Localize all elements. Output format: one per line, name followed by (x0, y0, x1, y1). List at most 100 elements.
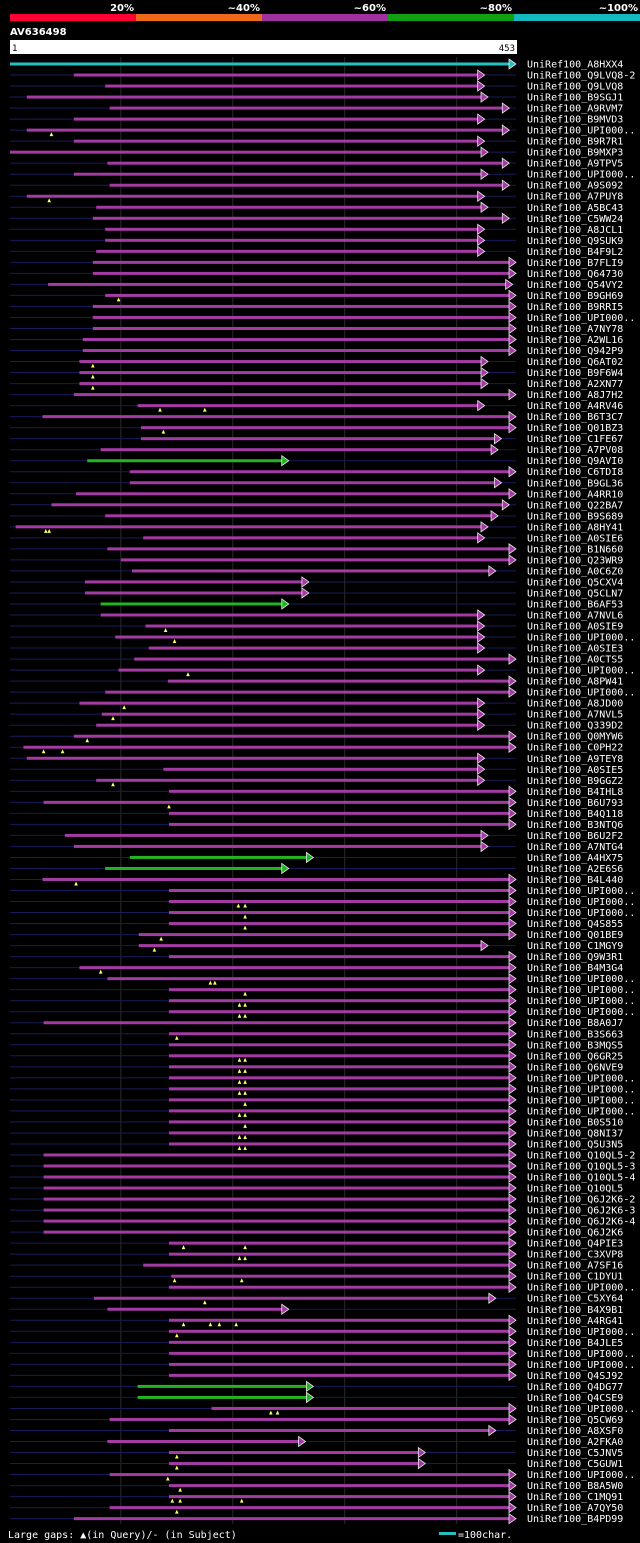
hit-row[interactable]: UniRef100_Q54VY2 (10, 278, 623, 291)
hit-row[interactable]: UniRef100_A0CTS5 (10, 653, 623, 666)
hit-row[interactable]: UniRef100_A7QY50 (10, 1501, 623, 1515)
hit-row[interactable]: UniRef100_Q23WR9 (10, 554, 623, 567)
hit-label[interactable]: UniRef100_C1MQ91 (527, 1492, 623, 1503)
hit-label[interactable]: UniRef100_C3XVP8 (527, 1250, 623, 1261)
hit-row[interactable]: UniRef100_B3NTQ6 (10, 818, 623, 831)
hit-label[interactable]: UniRef100_B3MQS5 (527, 1040, 623, 1051)
hit-label[interactable]: UniRef100_B4M3G4 (527, 963, 623, 974)
hit-row[interactable]: UniRef100_A0SIE3 (10, 642, 623, 655)
hit-label[interactable]: UniRef100_Q4S855 (527, 919, 623, 930)
hit-label[interactable]: UniRef100_B4Q118 (527, 809, 623, 820)
hit-row[interactable]: UniRef100_A8HXX4 (10, 58, 623, 71)
hit-row[interactable]: UniRef100_B4Q118 (10, 807, 623, 820)
hit-label[interactable]: UniRef100_B4L440 (527, 875, 623, 886)
hit-label[interactable]: UniRef100_A2XN77 (527, 379, 623, 390)
hit-row[interactable]: UniRef100_A4HX75 (10, 851, 623, 864)
hit-label[interactable]: UniRef100_A7NVL6 (527, 611, 623, 622)
hit-row[interactable]: UniRef100_B6T3C7 (10, 410, 623, 424)
hit-row[interactable]: UniRef100_Q6J2K6-3 (10, 1204, 635, 1217)
hit-label[interactable]: UniRef100_Q9LVQ8-2 (527, 71, 635, 82)
hit-label[interactable]: UniRef100_Q6J2K6 (527, 1228, 623, 1239)
hit-row[interactable]: UniRef100_UPI000.. (10, 168, 635, 181)
hit-row[interactable]: UniRef100_A9S092 (10, 179, 623, 192)
hit-label[interactable]: UniRef100_B3NTQ6 (527, 820, 623, 831)
hit-row[interactable]: UniRef100_Q339D2 (10, 719, 623, 732)
hit-row[interactable]: UniRef100_B1N660 (10, 543, 623, 556)
hit-row[interactable]: UniRef100_B9GL36 (10, 476, 623, 490)
hit-row[interactable]: UniRef100_C1MGY9 (10, 939, 623, 953)
hit-label[interactable]: UniRef100_UPI000.. (527, 313, 635, 324)
hit-row[interactable]: UniRef100_Q9AVI0 (10, 454, 623, 468)
hit-label[interactable]: UniRef100_UPI000.. (527, 1470, 635, 1481)
hit-label[interactable]: UniRef100_Q6J2K6-4 (527, 1217, 635, 1228)
hit-row[interactable]: UniRef100_C5XY64 (10, 1292, 623, 1305)
hit-label[interactable]: UniRef100_B8A5W0 (527, 1481, 623, 1492)
hit-label[interactable]: UniRef100_A0SIE3 (527, 644, 623, 655)
hit-label[interactable]: UniRef100_Q10QL5 (527, 1184, 623, 1195)
hit-row[interactable]: UniRef100_Q6J2K6-2 (10, 1193, 635, 1206)
hit-label[interactable]: UniRef100_A7SF16 (527, 1261, 623, 1272)
hit-row[interactable]: UniRef100_C6TDI8 (10, 465, 623, 479)
hit-row[interactable]: UniRef100_A2E6S6 (10, 862, 623, 875)
hit-row[interactable]: UniRef100_A7NVL5 (10, 708, 623, 721)
hit-label[interactable]: UniRef100_UPI000.. (527, 666, 635, 677)
hit-row[interactable]: UniRef100_B4IHL8 (10, 785, 623, 798)
hit-label[interactable]: UniRef100_Q64730 (527, 269, 623, 280)
hit-label[interactable]: UniRef100_Q9SUK9 (527, 236, 623, 247)
hit-row[interactable]: UniRef100_A8PW41 (10, 675, 623, 688)
hit-row[interactable]: UniRef100_Q9LVQ8 (10, 80, 623, 93)
hit-label[interactable]: UniRef100_A9RVM7 (527, 104, 623, 115)
hit-row[interactable]: UniRef100_Q5CXV4 (10, 576, 623, 589)
hit-row[interactable]: UniRef100_B8A0J7 (10, 1016, 623, 1030)
hit-label[interactable]: UniRef100_Q339D2 (527, 721, 623, 732)
hit-row[interactable]: UniRef100_B4L440 (10, 873, 623, 886)
hit-label[interactable]: UniRef100_C5GUW1 (527, 1459, 623, 1470)
hit-label[interactable]: UniRef100_A7NVL5 (527, 710, 623, 721)
hit-row[interactable]: UniRef100_C5GUW1 (10, 1457, 623, 1471)
hit-row[interactable]: UniRef100_Q01BZ3 (10, 421, 623, 435)
hit-label[interactable]: UniRef100_Q8NI37 (527, 1128, 623, 1139)
hit-row[interactable]: UniRef100_B3MQS5 (10, 1039, 623, 1052)
hit-row[interactable]: UniRef100_A9TPV5 (10, 157, 623, 170)
hit-row[interactable]: UniRef100_UPI000.. (10, 1281, 635, 1294)
hit-label[interactable]: UniRef100_B9GL36 (527, 478, 623, 489)
hit-label[interactable]: UniRef100_C1MGY9 (527, 941, 623, 952)
hit-row[interactable]: UniRef100_UPI000.. (10, 686, 635, 699)
hit-label[interactable]: UniRef100_B4F9L2 (527, 247, 623, 258)
hit-label[interactable]: UniRef100_B0S510 (527, 1117, 623, 1128)
hit-row[interactable]: UniRef100_B9GGZ2 (10, 774, 623, 787)
hit-row[interactable]: UniRef100_A8HY41 (10, 521, 623, 534)
hit-row[interactable]: UniRef100_Q6GR25 (10, 1050, 623, 1063)
hit-row[interactable]: UniRef100_A7NVL6 (10, 609, 623, 622)
hit-row[interactable]: UniRef100_UPI000.. (10, 1072, 635, 1085)
hit-row[interactable]: UniRef100_UPI000.. (10, 884, 635, 898)
hit-label[interactable]: UniRef100_A7PV08 (527, 445, 623, 456)
hit-label[interactable]: UniRef100_A9TPV5 (527, 159, 623, 170)
hit-row[interactable]: UniRef100_UPI000.. (10, 1083, 635, 1096)
hit-row[interactable]: UniRef100_A0SIE9 (10, 620, 623, 633)
hit-row[interactable]: UniRef100_Q22BA7 (10, 499, 623, 512)
hit-row[interactable]: UniRef100_Q4DG77 (10, 1380, 623, 1393)
hit-label[interactable]: UniRef100_UPI000.. (527, 996, 635, 1007)
hit-row[interactable]: UniRef100_UPI000.. (10, 1005, 635, 1019)
hit-row[interactable]: UniRef100_Q8NI37 (10, 1127, 623, 1140)
hit-row[interactable]: UniRef100_A7PUY8 (10, 190, 623, 203)
hit-row[interactable]: UniRef100_C1FE67 (10, 432, 623, 446)
hit-row[interactable]: UniRef100_C5WW24 (10, 212, 623, 225)
hit-row[interactable]: UniRef100_UPI000.. (10, 1358, 635, 1371)
hit-label[interactable]: UniRef100_A0SIE6 (527, 533, 623, 544)
hit-row[interactable]: UniRef100_Q10QL5-2 (10, 1149, 635, 1162)
hit-row[interactable]: UniRef100_Q64730 (10, 267, 623, 280)
hit-row[interactable]: UniRef100_UPI000.. (10, 1468, 635, 1482)
hit-label[interactable]: UniRef100_A7QY50 (527, 1503, 623, 1514)
hit-row[interactable]: UniRef100_UPI000.. (10, 1094, 635, 1107)
hit-label[interactable]: UniRef100_Q9W3R1 (527, 952, 623, 963)
hit-row[interactable]: UniRef100_UPI000.. (10, 1325, 635, 1338)
hit-row[interactable]: UniRef100_A9TEY8 (10, 752, 623, 765)
hit-label[interactable]: UniRef100_Q22BA7 (527, 500, 623, 511)
hit-row[interactable]: UniRef100_Q6J2K6-4 (10, 1215, 635, 1228)
hit-label[interactable]: UniRef100_C1FE67 (527, 434, 623, 445)
hit-label[interactable]: UniRef100_A9TEY8 (527, 754, 623, 765)
hit-label[interactable]: UniRef100_UPI000.. (527, 170, 635, 181)
hit-row[interactable]: UniRef100_B9MXP3 (10, 146, 623, 159)
